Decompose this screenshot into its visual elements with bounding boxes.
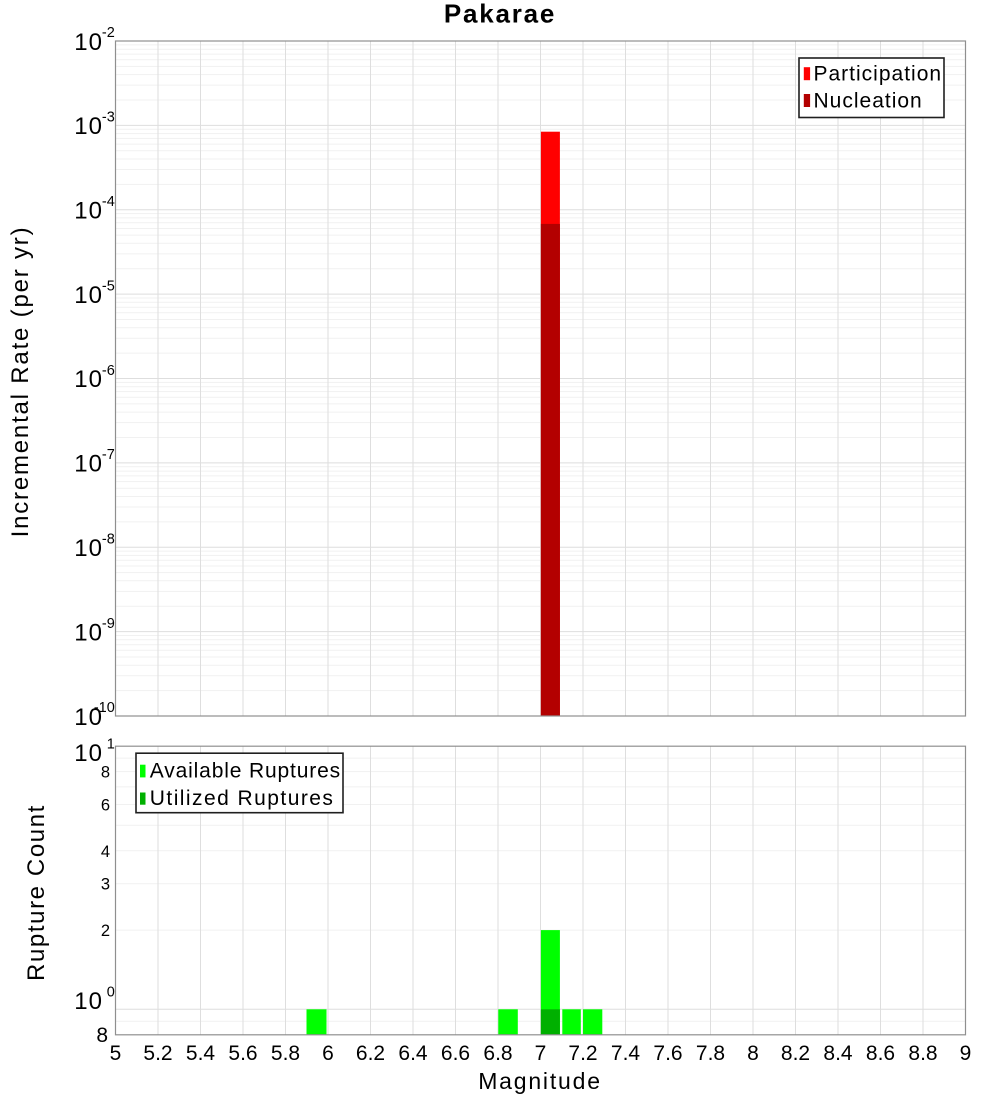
svg-text:-9: -9 [102,616,115,632]
svg-text:Magnitude: Magnitude [478,1068,602,1094]
svg-text:10: 10 [74,113,103,140]
svg-text:Incremental Rate (per yr): Incremental Rate (per yr) [7,226,34,538]
svg-text:8.4: 8.4 [823,1042,853,1065]
svg-text:Utilized Ruptures: Utilized Ruptures [150,787,335,810]
svg-text:7.4: 7.4 [611,1042,641,1065]
svg-text:10: 10 [74,740,103,767]
svg-text:6.6: 6.6 [441,1042,470,1065]
svg-text:-4: -4 [102,194,115,210]
svg-text:-2: -2 [102,25,115,41]
svg-text:8: 8 [96,1024,108,1047]
svg-text:6.4: 6.4 [398,1042,428,1065]
svg-text:2: 2 [101,922,110,940]
svg-text:8: 8 [747,1042,759,1065]
svg-text:7.8: 7.8 [696,1042,725,1065]
svg-text:Rupture Count: Rupture Count [23,804,50,981]
svg-text:10: 10 [74,535,103,562]
svg-text:Participation: Participation [814,63,943,86]
svg-text:3: 3 [101,876,110,894]
svg-text:8.8: 8.8 [908,1042,937,1065]
svg-text:5.6: 5.6 [228,1042,257,1065]
svg-text:-5: -5 [102,278,115,294]
svg-text:7.6: 7.6 [653,1042,682,1065]
svg-text:Pakarae: Pakarae [444,0,556,29]
svg-text:7: 7 [535,1042,547,1065]
svg-text:8.2: 8.2 [781,1042,810,1065]
svg-text:10: 10 [74,988,103,1015]
svg-text:-10: -10 [94,700,115,716]
svg-text:10: 10 [74,619,103,646]
svg-text:Available Ruptures: Available Ruptures [150,760,341,783]
svg-text:Nucleation: Nucleation [814,89,923,112]
svg-text:10: 10 [74,29,103,56]
svg-text:5.4: 5.4 [186,1042,216,1065]
svg-text:10: 10 [74,451,103,478]
svg-text:-3: -3 [102,110,115,126]
svg-text:5.2: 5.2 [143,1042,172,1065]
svg-text:-6: -6 [102,363,115,379]
svg-text:-8: -8 [102,532,115,548]
svg-text:6: 6 [322,1042,334,1065]
svg-text:6.8: 6.8 [483,1042,512,1065]
svg-text:0: 0 [107,985,115,1001]
svg-text:9: 9 [960,1042,972,1065]
svg-text:7.2: 7.2 [568,1042,597,1065]
svg-text:10: 10 [74,198,103,225]
svg-text:8: 8 [101,764,110,782]
svg-text:10: 10 [74,704,103,731]
svg-text:10: 10 [74,366,103,393]
svg-text:4: 4 [101,843,110,861]
svg-text:1: 1 [107,736,115,752]
svg-text:5: 5 [110,1042,122,1065]
svg-text:6.2: 6.2 [356,1042,385,1065]
svg-text:10: 10 [74,282,103,309]
svg-text:5.8: 5.8 [271,1042,300,1065]
svg-text:6: 6 [101,797,110,815]
svg-text:-7: -7 [102,447,115,463]
svg-text:8.6: 8.6 [866,1042,895,1065]
